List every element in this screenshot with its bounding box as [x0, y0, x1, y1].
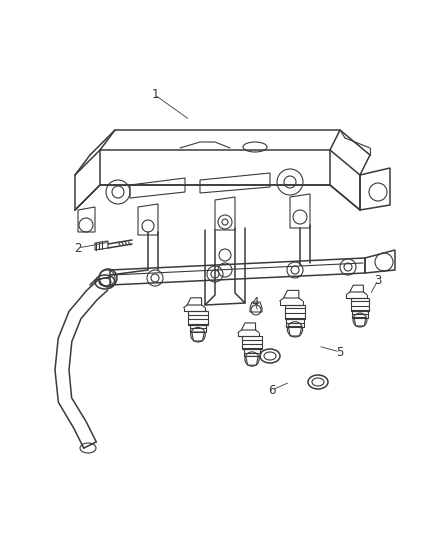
- Text: 2: 2: [74, 241, 81, 254]
- Text: 6: 6: [268, 384, 275, 397]
- Text: 1: 1: [151, 88, 159, 101]
- Text: 4: 4: [251, 295, 258, 309]
- Text: 3: 3: [374, 273, 381, 287]
- Text: 5: 5: [336, 345, 343, 359]
